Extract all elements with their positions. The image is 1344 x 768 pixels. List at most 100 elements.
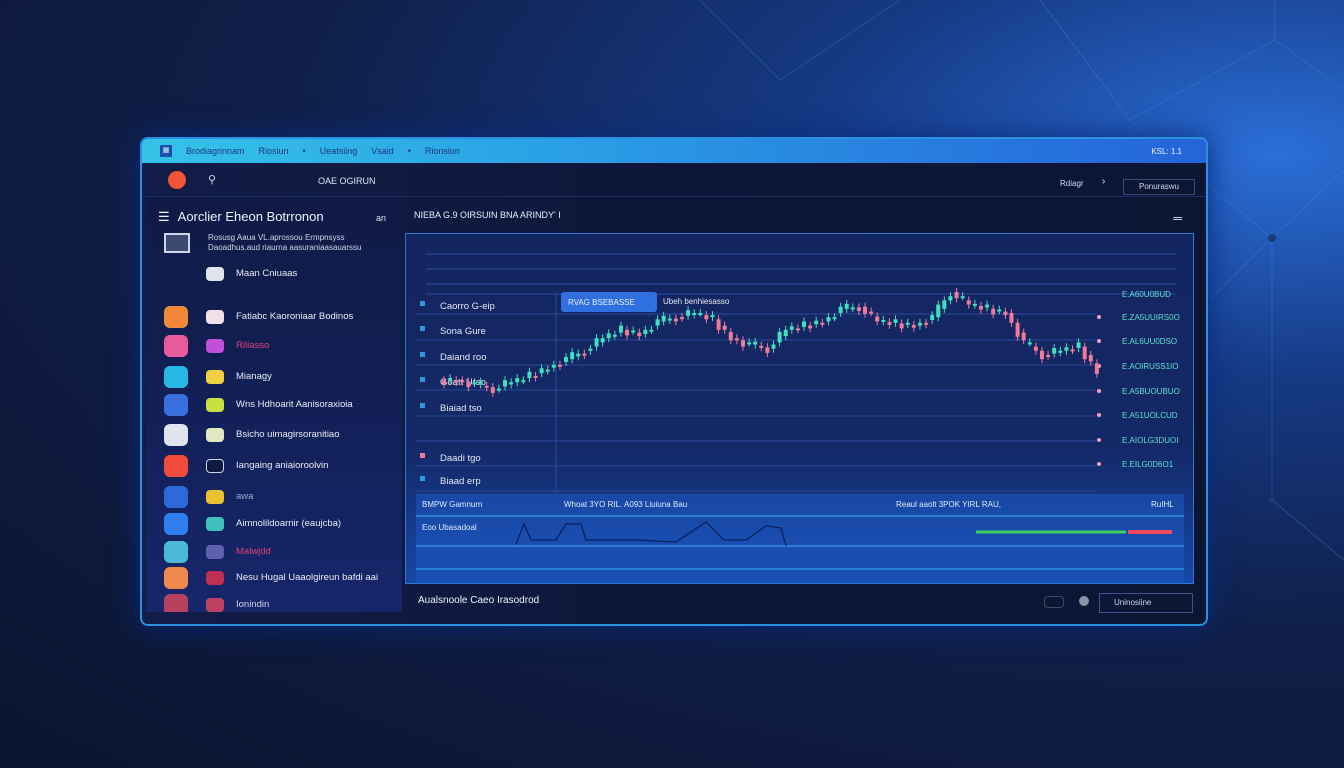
candle [740, 340, 745, 347]
wallet-badge-icon [206, 310, 224, 324]
candle [1094, 363, 1099, 374]
bottom-panel-text: Eoo Ubasadoal [422, 523, 477, 532]
sidebar-item-label: Aimnolildoarnir (eaujcba) [236, 518, 342, 529]
candle [899, 323, 904, 329]
intro-line: Rosusg Aaua VL.aprossou Ermpnsyss [208, 233, 345, 242]
sidebar-badge: an [376, 213, 387, 223]
sidebar-item[interactable]: Riliasso [164, 335, 269, 357]
intro-line: Daoadhus.aud riaurna aasuraniaasauarssu [208, 243, 362, 252]
candle [478, 381, 483, 385]
candle [692, 313, 697, 315]
candle [1082, 346, 1087, 360]
tag-note: Ubeh benhiesasso [663, 297, 730, 306]
price-dot [1097, 315, 1101, 319]
row-marker-icon [420, 377, 425, 382]
candle [1009, 313, 1014, 323]
bottom-panel-text: Reaul aaolt 3POK YIRL RAU, [896, 500, 1001, 509]
price-label: E.A60U0BUD [1122, 290, 1171, 299]
sidebar-item[interactable]: Aimnolildoarnir (eaujcba) [164, 513, 341, 535]
candle [802, 321, 807, 327]
status-dot-icon [1079, 596, 1089, 606]
sidebar-item[interactable]: Bsicho uimagirsoranitiao [164, 424, 340, 446]
sidebar-item-label: Fatiabc Kaoroniaar Bodinos [236, 311, 354, 322]
candle [722, 325, 727, 330]
candle [612, 334, 617, 337]
candle [966, 300, 971, 305]
menu-item[interactable]: Vsaid [371, 146, 394, 156]
menu-item[interactable]: Rionsiun [424, 146, 460, 156]
candle [1058, 350, 1063, 353]
sidebar-title: Aorclier Eheon Botrronon [177, 209, 324, 224]
app-window: ▦ Brodiagrinnam Riosiun • Ueatsiing Vsai… [140, 137, 1208, 626]
candle [667, 318, 672, 321]
separator: • [407, 146, 411, 156]
toolbar-button[interactable]: Ponuraswu [1123, 179, 1195, 195]
candle [710, 315, 715, 318]
sidebar-item[interactable]: Mianagy [164, 366, 272, 388]
candle [893, 319, 898, 323]
candle [503, 380, 508, 387]
row-marker-icon [420, 453, 425, 458]
price-label: E.AIOLG3DUOI [1122, 436, 1178, 445]
sidebar-item[interactable]: Iangaing aniaioroolvin [164, 455, 328, 477]
candle [972, 303, 977, 306]
sidebar-item[interactable]: Fatiabc Kaoroniaar Bodinos [164, 306, 353, 328]
globe-badge-icon [206, 545, 224, 559]
candle [924, 322, 929, 325]
card-badge-icon [206, 370, 224, 384]
candle [1033, 346, 1038, 351]
candle [997, 309, 1002, 312]
menu-item[interactable]: Riosiun [258, 146, 289, 156]
candle [1027, 342, 1032, 345]
candle [679, 317, 684, 320]
list-icon: ☰ [158, 209, 170, 224]
candle [521, 380, 526, 383]
candle [649, 329, 654, 332]
candle [881, 320, 886, 322]
candle [747, 342, 752, 345]
candle [826, 317, 831, 322]
candle [576, 353, 581, 357]
record-icon[interactable] [168, 171, 186, 189]
sidebar-item-label: Riliasso [236, 340, 270, 351]
candle [600, 338, 605, 343]
candle [606, 333, 611, 339]
candle [698, 313, 703, 315]
frame-icon [164, 455, 188, 477]
search-icon[interactable]: ⚲ [208, 174, 217, 186]
globe-icon [164, 541, 188, 563]
candle [820, 322, 825, 325]
candle [643, 329, 648, 334]
candle [686, 310, 691, 316]
candle [917, 322, 922, 326]
footer-button[interactable]: Uninosiine [1099, 593, 1193, 613]
candle [1046, 355, 1051, 357]
sidebar-item[interactable]: awa [164, 486, 253, 508]
menu-item[interactable]: Brodiagrinnam [186, 146, 245, 156]
toolbar-link[interactable]: Rdiagr [1060, 179, 1084, 188]
candle [1039, 350, 1044, 360]
candle [1015, 322, 1020, 337]
candle [978, 306, 983, 310]
menu-item[interactable]: Ueatsiing [319, 146, 358, 156]
sidebar-item[interactable]: Nesu Hugal Uaaolgireun bafdi aai [164, 567, 378, 589]
candle [533, 376, 538, 378]
menu-icon[interactable]: ═ [1173, 211, 1182, 225]
candle [960, 296, 965, 299]
row-marker-icon [420, 403, 425, 408]
keyboard-icon[interactable] [1044, 596, 1064, 608]
candle [814, 320, 819, 325]
candle [942, 300, 947, 309]
candle [631, 330, 636, 333]
arrow-right-icon[interactable]: › [1102, 176, 1106, 187]
chart-badge-icon [206, 267, 224, 281]
candle [1088, 355, 1093, 362]
sidebar-item[interactable]: Wns Hdhoarit Aanisoraxioia [164, 394, 353, 416]
sidebar-item[interactable]: Ionindin [164, 594, 269, 612]
card-icon [164, 366, 188, 388]
toolbar-title: OAE OGIRUN [318, 176, 376, 186]
candle [856, 307, 861, 311]
sidebar-item[interactable]: Maan Cniuaas [164, 263, 297, 285]
candle [777, 331, 782, 343]
sidebar-item[interactable]: Malwjdd [164, 541, 271, 563]
